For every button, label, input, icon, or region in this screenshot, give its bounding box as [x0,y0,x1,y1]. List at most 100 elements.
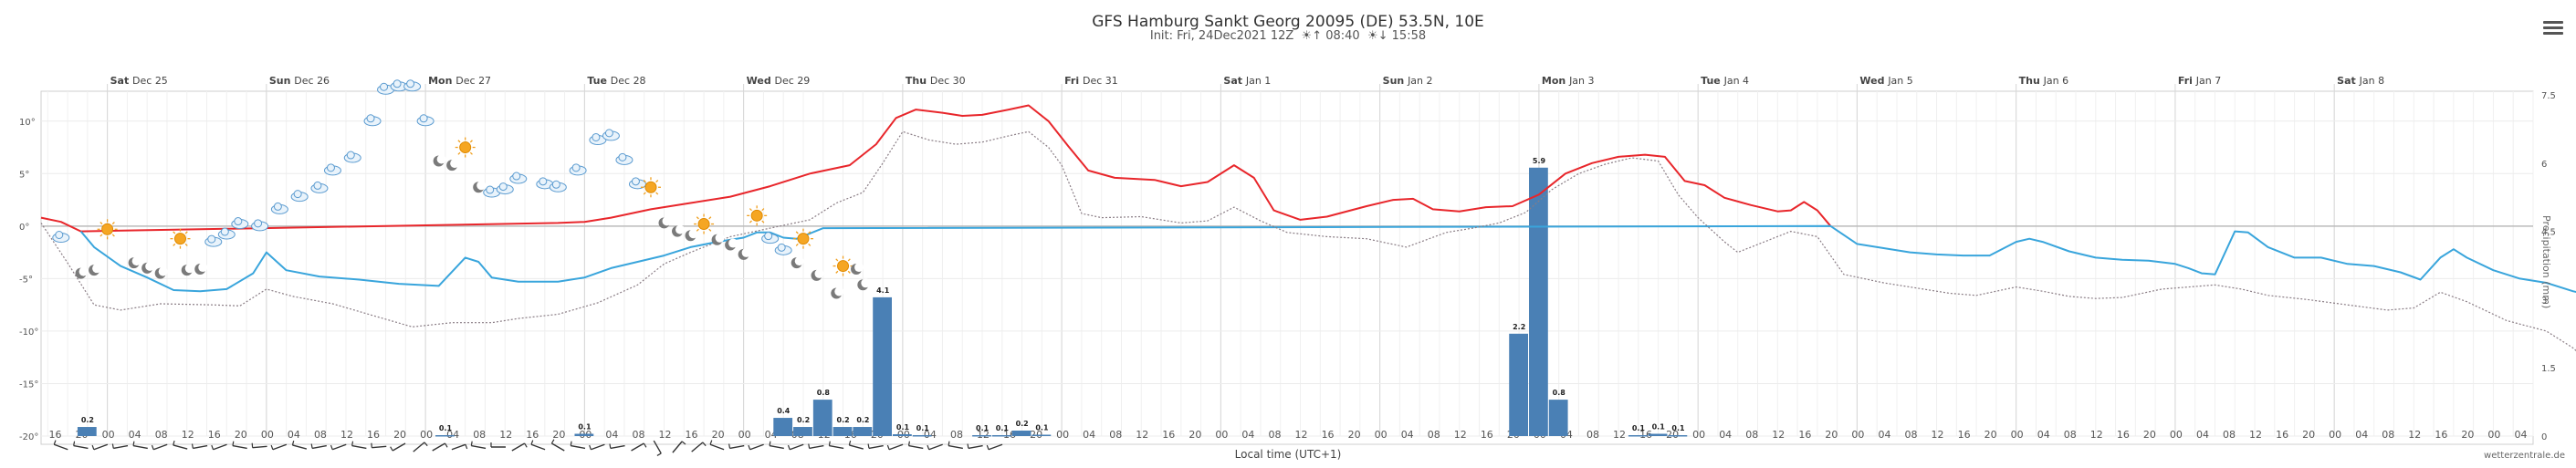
wind-barb [571,444,586,450]
wind-barb [769,444,784,450]
hour-tick-label: 16 [2435,429,2447,441]
hour-tick-label: 16 [1798,429,1811,441]
wind-barb-flag [550,439,555,444]
hour-tick-label: 04 [129,429,141,441]
wind-barb-flag [191,443,194,449]
day-label: Thu Jan 6 [2019,75,2068,87]
precip-bar [873,296,892,436]
wind-barb [173,444,188,450]
y-tick-label-right: 6 [2541,160,2547,170]
hour-tick-label: 00 [1851,429,1864,441]
sun-icon [837,260,850,273]
wind-barb [749,443,764,451]
hour-tick-label: 16 [1639,429,1652,441]
sun-ray [696,216,699,220]
hamburger-menu-icon[interactable] [2543,18,2563,37]
wind-barb-flag [73,441,76,446]
precip-label: 4.1 [876,286,890,295]
cloud-puff [777,243,786,252]
day-label: Mon Dec 27 [428,75,491,87]
cloud-puff [220,227,229,236]
wind-barb [631,442,644,452]
precip-label: 0.1 [1652,423,1666,432]
hour-tick-label: 08 [1268,429,1281,441]
moon-shade [675,224,686,234]
hour-tick-label: 08 [1109,429,1122,441]
cloud-puff [604,129,613,138]
wind-barb-flag [986,444,990,450]
moon-shade [131,256,141,266]
hour-tick-label: 04 [1083,429,1095,441]
sun-ray [795,243,799,246]
sun-ray [761,208,765,212]
cloud-puff [293,190,302,199]
wind-barb [451,443,466,451]
sun-ray [847,258,851,262]
y-tick-label-right: 7.5 [2541,91,2556,101]
cloud-puff [419,114,428,123]
cloud-puff [486,185,495,194]
sun-ray [835,270,839,274]
hour-tick-label: 12 [1932,429,1944,441]
hour-tick-label: 20 [1825,429,1838,441]
cloud-puff [592,132,601,141]
cloud-puff [512,172,521,181]
sun-ray [696,228,699,232]
precip-label: 0.8 [1553,389,1566,397]
hour-tick-label: 20 [2461,429,2474,441]
precip-label: 0.2 [856,416,869,424]
cloud-puff [551,180,560,189]
cloud-puff [764,232,773,241]
hour-tick-label: 08 [2064,429,2077,441]
precip-bar [991,435,1011,437]
wind-barb [610,444,625,450]
cloud-puff [326,163,335,172]
hour-tick-label: 04 [2196,429,2209,441]
moon-shade [715,233,725,243]
day-label: Tue Dec 28 [587,75,645,87]
precip-bar [1648,433,1668,436]
wind-barb-flag [828,441,831,446]
day-label: Sat Jan 1 [1223,75,1271,87]
hour-tick-label: 12 [340,429,353,441]
sun-icon [459,141,472,154]
hour-tick-label: 12 [499,429,512,441]
hour-tick-label: 00 [2487,429,2500,441]
precip-bar [435,435,455,437]
precip-label: 2.2 [1513,323,1525,331]
moon-shade [436,154,446,164]
x-axis-label: Local time (UTC+1) [1234,448,1342,461]
hour-tick-label: 04 [2514,429,2527,441]
y-tick-label-left: -15° [19,380,38,390]
wind-barb [829,444,844,450]
hour-tick-label: 16 [1322,429,1335,441]
precip-bar [972,435,991,437]
moon-shade [688,229,698,239]
wind-barb [93,443,109,451]
y-tick-label-left: 5° [19,170,29,180]
precip-bar [1011,431,1031,436]
precip-label: 0.1 [916,424,930,432]
y-axis-right-label: Precipitation (mm) [2540,215,2552,309]
sunset-time: 15:58 [1391,29,1427,43]
sun-ray [795,231,799,234]
hour-tick-label: 04 [605,429,618,441]
y-tick-label-left: -10° [19,328,38,338]
wind-barb [729,444,745,450]
moon-shade [198,263,208,273]
hour-tick-label: 00 [1056,429,1069,441]
hour-tick-label: 12 [1613,429,1626,441]
wind-barb [471,444,487,450]
hour-tick-label: 12 [2249,429,2262,441]
precip-bar [1668,435,1688,437]
hour-tick-label: 00 [261,429,274,441]
sun-ray [173,231,176,234]
precip-bar [1529,167,1548,436]
moon-shade [158,266,168,276]
day-label: Thu Dec 30 [906,75,966,87]
sun-ray [708,216,712,220]
wind-barb [928,443,943,451]
wind-barb-flag [211,444,215,450]
day-label: Tue Jan 4 [1701,75,1749,87]
